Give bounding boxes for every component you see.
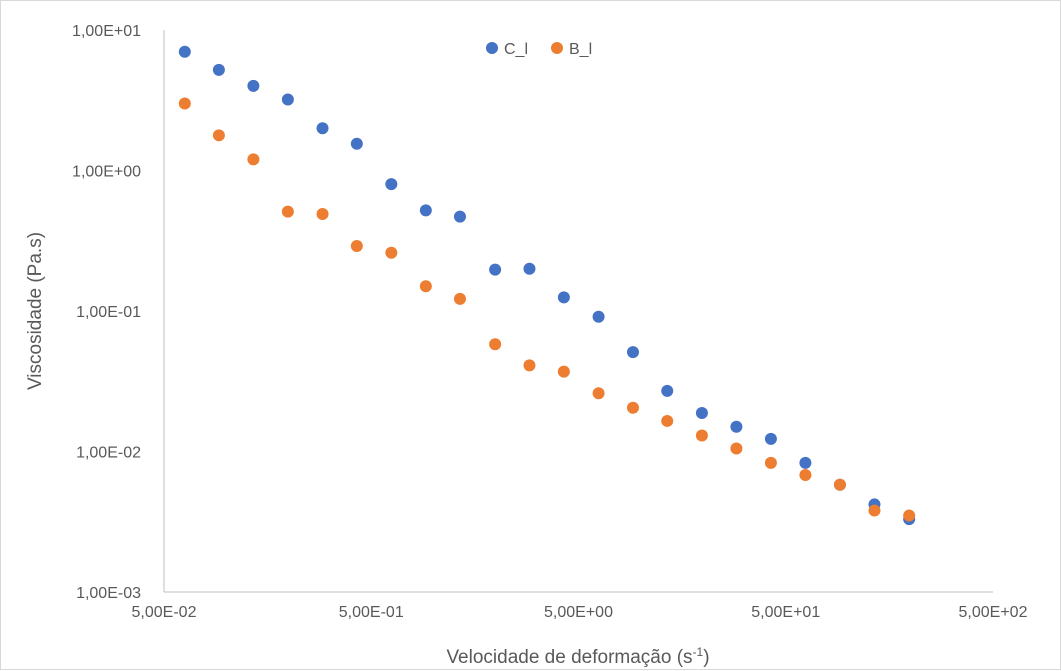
data-point-c-l xyxy=(661,384,674,397)
data-point-c-l xyxy=(419,204,432,217)
legend-marker xyxy=(551,42,563,54)
legend: C_l B_l xyxy=(486,41,592,58)
data-point-b-l xyxy=(523,359,536,372)
data-point-b-l xyxy=(281,205,294,218)
data-point-b-l xyxy=(868,504,881,517)
data-point-c-l xyxy=(385,178,398,191)
data-point-b-l xyxy=(661,414,674,427)
y-tick-labels: 1,00E+01 1,00E+00 1,00E-01 1,00E-02 1,00E-03 xyxy=(72,23,141,602)
data-point-b-l xyxy=(626,401,639,414)
data-point-b-l xyxy=(385,246,398,259)
data-point-b-l xyxy=(316,208,329,221)
data-point-c-l xyxy=(764,432,777,445)
data-point-b-l xyxy=(178,97,191,110)
data-point-b-l xyxy=(212,129,225,142)
data-point-b-l xyxy=(695,429,708,442)
data-point-c-l xyxy=(178,45,191,58)
x-tick-label: 5,00E+00 xyxy=(544,604,613,621)
legend-label: C_l xyxy=(504,41,528,58)
y-tick-label: 1,00E-03 xyxy=(76,585,141,602)
data-point-c-l xyxy=(350,137,363,150)
data-point-c-l xyxy=(592,310,605,323)
data-point-b-l xyxy=(903,509,916,522)
legend-label: B_l xyxy=(569,41,592,58)
data-point-b-l xyxy=(557,365,570,378)
data-point-c-l xyxy=(453,210,466,223)
data-point-c-l xyxy=(247,79,260,92)
data-points xyxy=(178,45,916,526)
data-point-c-l xyxy=(212,63,225,76)
x-axis-title: Velocidade de deformação (s-1) xyxy=(446,645,709,668)
y-tick-label: 1,00E-01 xyxy=(76,304,141,321)
data-point-b-l xyxy=(419,280,432,293)
data-point-b-l xyxy=(833,478,846,491)
legend-item-b-l: B_l xyxy=(551,41,592,58)
data-point-b-l xyxy=(730,442,743,455)
axes-layer xyxy=(163,30,993,593)
y-tick-label: 1,00E+01 xyxy=(72,23,141,40)
data-point-b-l xyxy=(764,456,777,469)
legend-item-c-l: C_l xyxy=(486,41,528,58)
data-point-c-l xyxy=(281,93,294,106)
y-axis-title: Viscosidade (Pa.s) xyxy=(25,232,46,390)
data-point-c-l xyxy=(316,122,329,135)
y-tick-label: 1,00E+00 xyxy=(72,164,141,181)
x-tick-label: 5,00E+01 xyxy=(751,604,820,621)
data-point-c-l xyxy=(799,456,812,469)
data-point-b-l xyxy=(489,338,502,351)
legend-marker xyxy=(486,42,498,54)
data-point-c-l xyxy=(695,406,708,419)
data-point-b-l xyxy=(247,153,260,166)
x-tick-label: 5,00E+02 xyxy=(959,604,1028,621)
data-point-b-l xyxy=(453,292,466,305)
x-tick-label: 5,00E-01 xyxy=(339,604,404,621)
y-tick-label: 1,00E-02 xyxy=(76,445,141,462)
x-tick-label: 5,00E-02 xyxy=(132,604,197,621)
data-point-c-l xyxy=(489,263,502,276)
data-point-b-l xyxy=(350,240,363,253)
data-point-c-l xyxy=(523,262,536,275)
data-point-c-l xyxy=(730,420,743,433)
data-point-b-l xyxy=(592,387,605,400)
data-point-c-l xyxy=(557,291,570,304)
data-point-b-l xyxy=(799,469,812,482)
x-tick-labels: 5,00E-02 5,00E-01 5,00E+00 5,00E+01 5,00E+02 xyxy=(132,604,1028,621)
data-point-c-l xyxy=(626,346,639,359)
